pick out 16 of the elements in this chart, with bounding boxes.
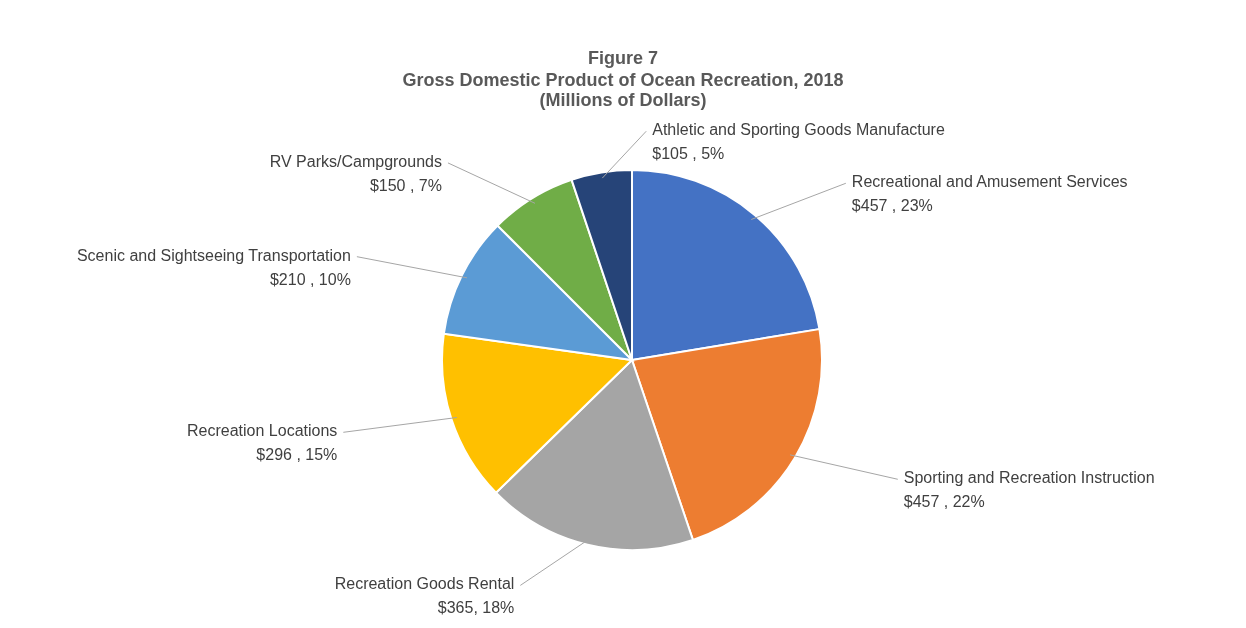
data-label: $210 , 10% [269, 270, 351, 288]
chart-title: Figure 7 [587, 48, 659, 68]
data-label: $105 , 5% [652, 145, 725, 163]
data-label: $150 , 7% [369, 176, 442, 194]
slice-label: Recreational and Amusement Services [851, 173, 1128, 191]
chart-subtitle: Gross Domestic Product of Ocean Recreation, 2018 (Millions of Dollars) [402, 70, 844, 110]
data-label: $296 , 15% [256, 446, 338, 464]
slice-label: Scenic and Sightseeing Transportation [76, 246, 351, 264]
data-label: $457 , 23% [851, 197, 933, 215]
slice-label: RV Parks/Campgrounds [269, 152, 442, 170]
slice-label: Recreation Goods Rental [334, 575, 515, 593]
data-label: $457 , 22% [903, 493, 985, 511]
data-label: $365, 18% [437, 599, 515, 617]
slice-label: Sporting and Recreation Instruction [903, 469, 1155, 487]
slice-label: Athletic and Sporting Goods Manufacture [652, 121, 945, 139]
slice-label: Recreation Locations [187, 422, 338, 440]
